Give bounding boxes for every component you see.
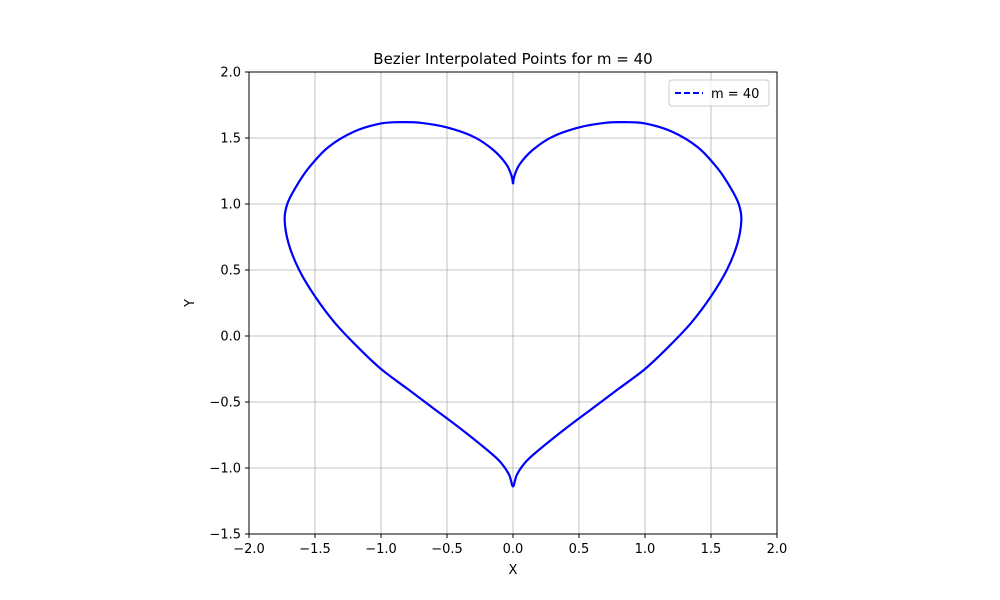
series-layer: [283, 120, 743, 488]
x-tick-label: −0.5: [431, 542, 463, 557]
y-tick-label: 1.5: [220, 132, 241, 147]
x-tick-label: −1.5: [299, 542, 331, 557]
legend-box: [668, 79, 770, 107]
y-tick-label: 0.5: [220, 264, 241, 279]
y-tick-label: −1.0: [209, 462, 241, 477]
legend-label: m = 40: [711, 87, 759, 102]
y-tick-label: −1.5: [209, 528, 241, 543]
x-axis-label: X: [509, 563, 518, 578]
grid: [248, 71, 778, 535]
series-line: [283, 120, 743, 488]
x-tick-label: −1.0: [365, 542, 397, 557]
x-tick-label: 0.5: [569, 542, 590, 557]
y-tick-label: −0.5: [209, 396, 241, 411]
x-tick-label: 2.0: [767, 542, 788, 557]
legend: m = 40: [668, 79, 770, 107]
y-tick-label: 2.0: [220, 66, 241, 81]
x-tick-label: 1.0: [635, 542, 656, 557]
y-tick-label: 0.0: [220, 330, 241, 345]
ticks: −2.0 −1.5 −1.0 −0.5 0.0 0.5 1.0 1.5 2.0−1.5−1.0−…: [209, 66, 787, 558]
x-tick-label: −2.0: [233, 542, 265, 557]
y-axis-label: Y: [183, 299, 198, 308]
chart-title: Bezier Interpolated Points for m = 40: [373, 50, 652, 68]
x-tick-label: 0.0: [503, 542, 524, 557]
x-tick-label: 1.5: [701, 542, 722, 557]
y-tick-label: 1.0: [220, 198, 241, 213]
